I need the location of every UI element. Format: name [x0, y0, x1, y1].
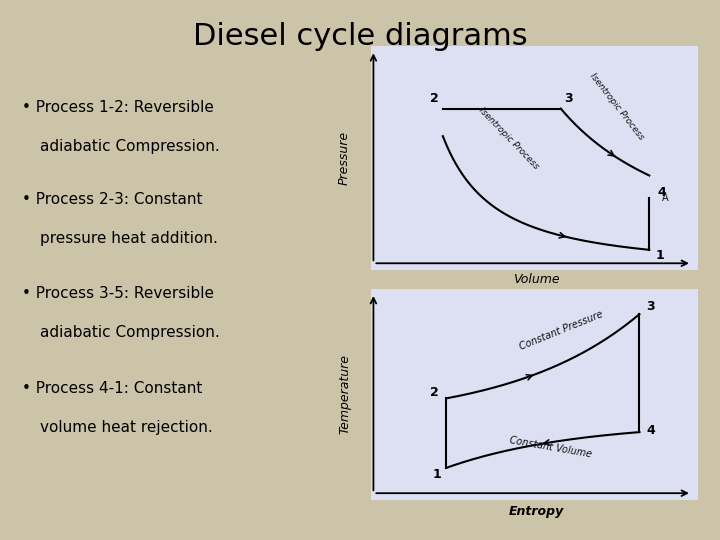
Text: Volume: Volume [513, 273, 559, 286]
Text: 2: 2 [430, 386, 438, 399]
Text: 4: 4 [657, 186, 666, 199]
Text: 2: 2 [430, 92, 438, 105]
Text: 3: 3 [646, 300, 654, 313]
Text: • Process 4-1: Constant: • Process 4-1: Constant [22, 381, 202, 396]
Text: volume heat rejection.: volume heat rejection. [40, 420, 212, 435]
Text: 3: 3 [564, 92, 572, 105]
Text: Volume: Volume [511, 290, 558, 303]
Text: • Process 3-5: Reversible: • Process 3-5: Reversible [22, 286, 214, 301]
Text: Diesel cycle diagrams: Diesel cycle diagrams [193, 22, 527, 51]
Text: 1: 1 [656, 249, 665, 262]
Text: 4: 4 [646, 424, 654, 437]
Text: • Process 1-2: Reversible: • Process 1-2: Reversible [22, 100, 213, 115]
Text: Temperature: Temperature [338, 354, 351, 434]
Text: adiabatic Compression.: adiabatic Compression. [40, 139, 220, 154]
Text: pressure heat addition.: pressure heat addition. [40, 231, 217, 246]
Text: Constant Pressure: Constant Pressure [518, 309, 604, 352]
Text: A: A [662, 193, 669, 202]
Text: Entropy: Entropy [509, 505, 564, 518]
Text: 1: 1 [433, 468, 442, 482]
Text: Pressure: Pressure [338, 131, 351, 185]
Text: Isentropic Process: Isentropic Process [588, 72, 645, 142]
Text: Isentropic Process: Isentropic Process [477, 106, 540, 171]
Text: adiabatic Compression.: adiabatic Compression. [40, 325, 220, 340]
Text: • Process 2-3: Constant: • Process 2-3: Constant [22, 192, 202, 207]
Text: Constant Volume: Constant Volume [509, 435, 593, 460]
